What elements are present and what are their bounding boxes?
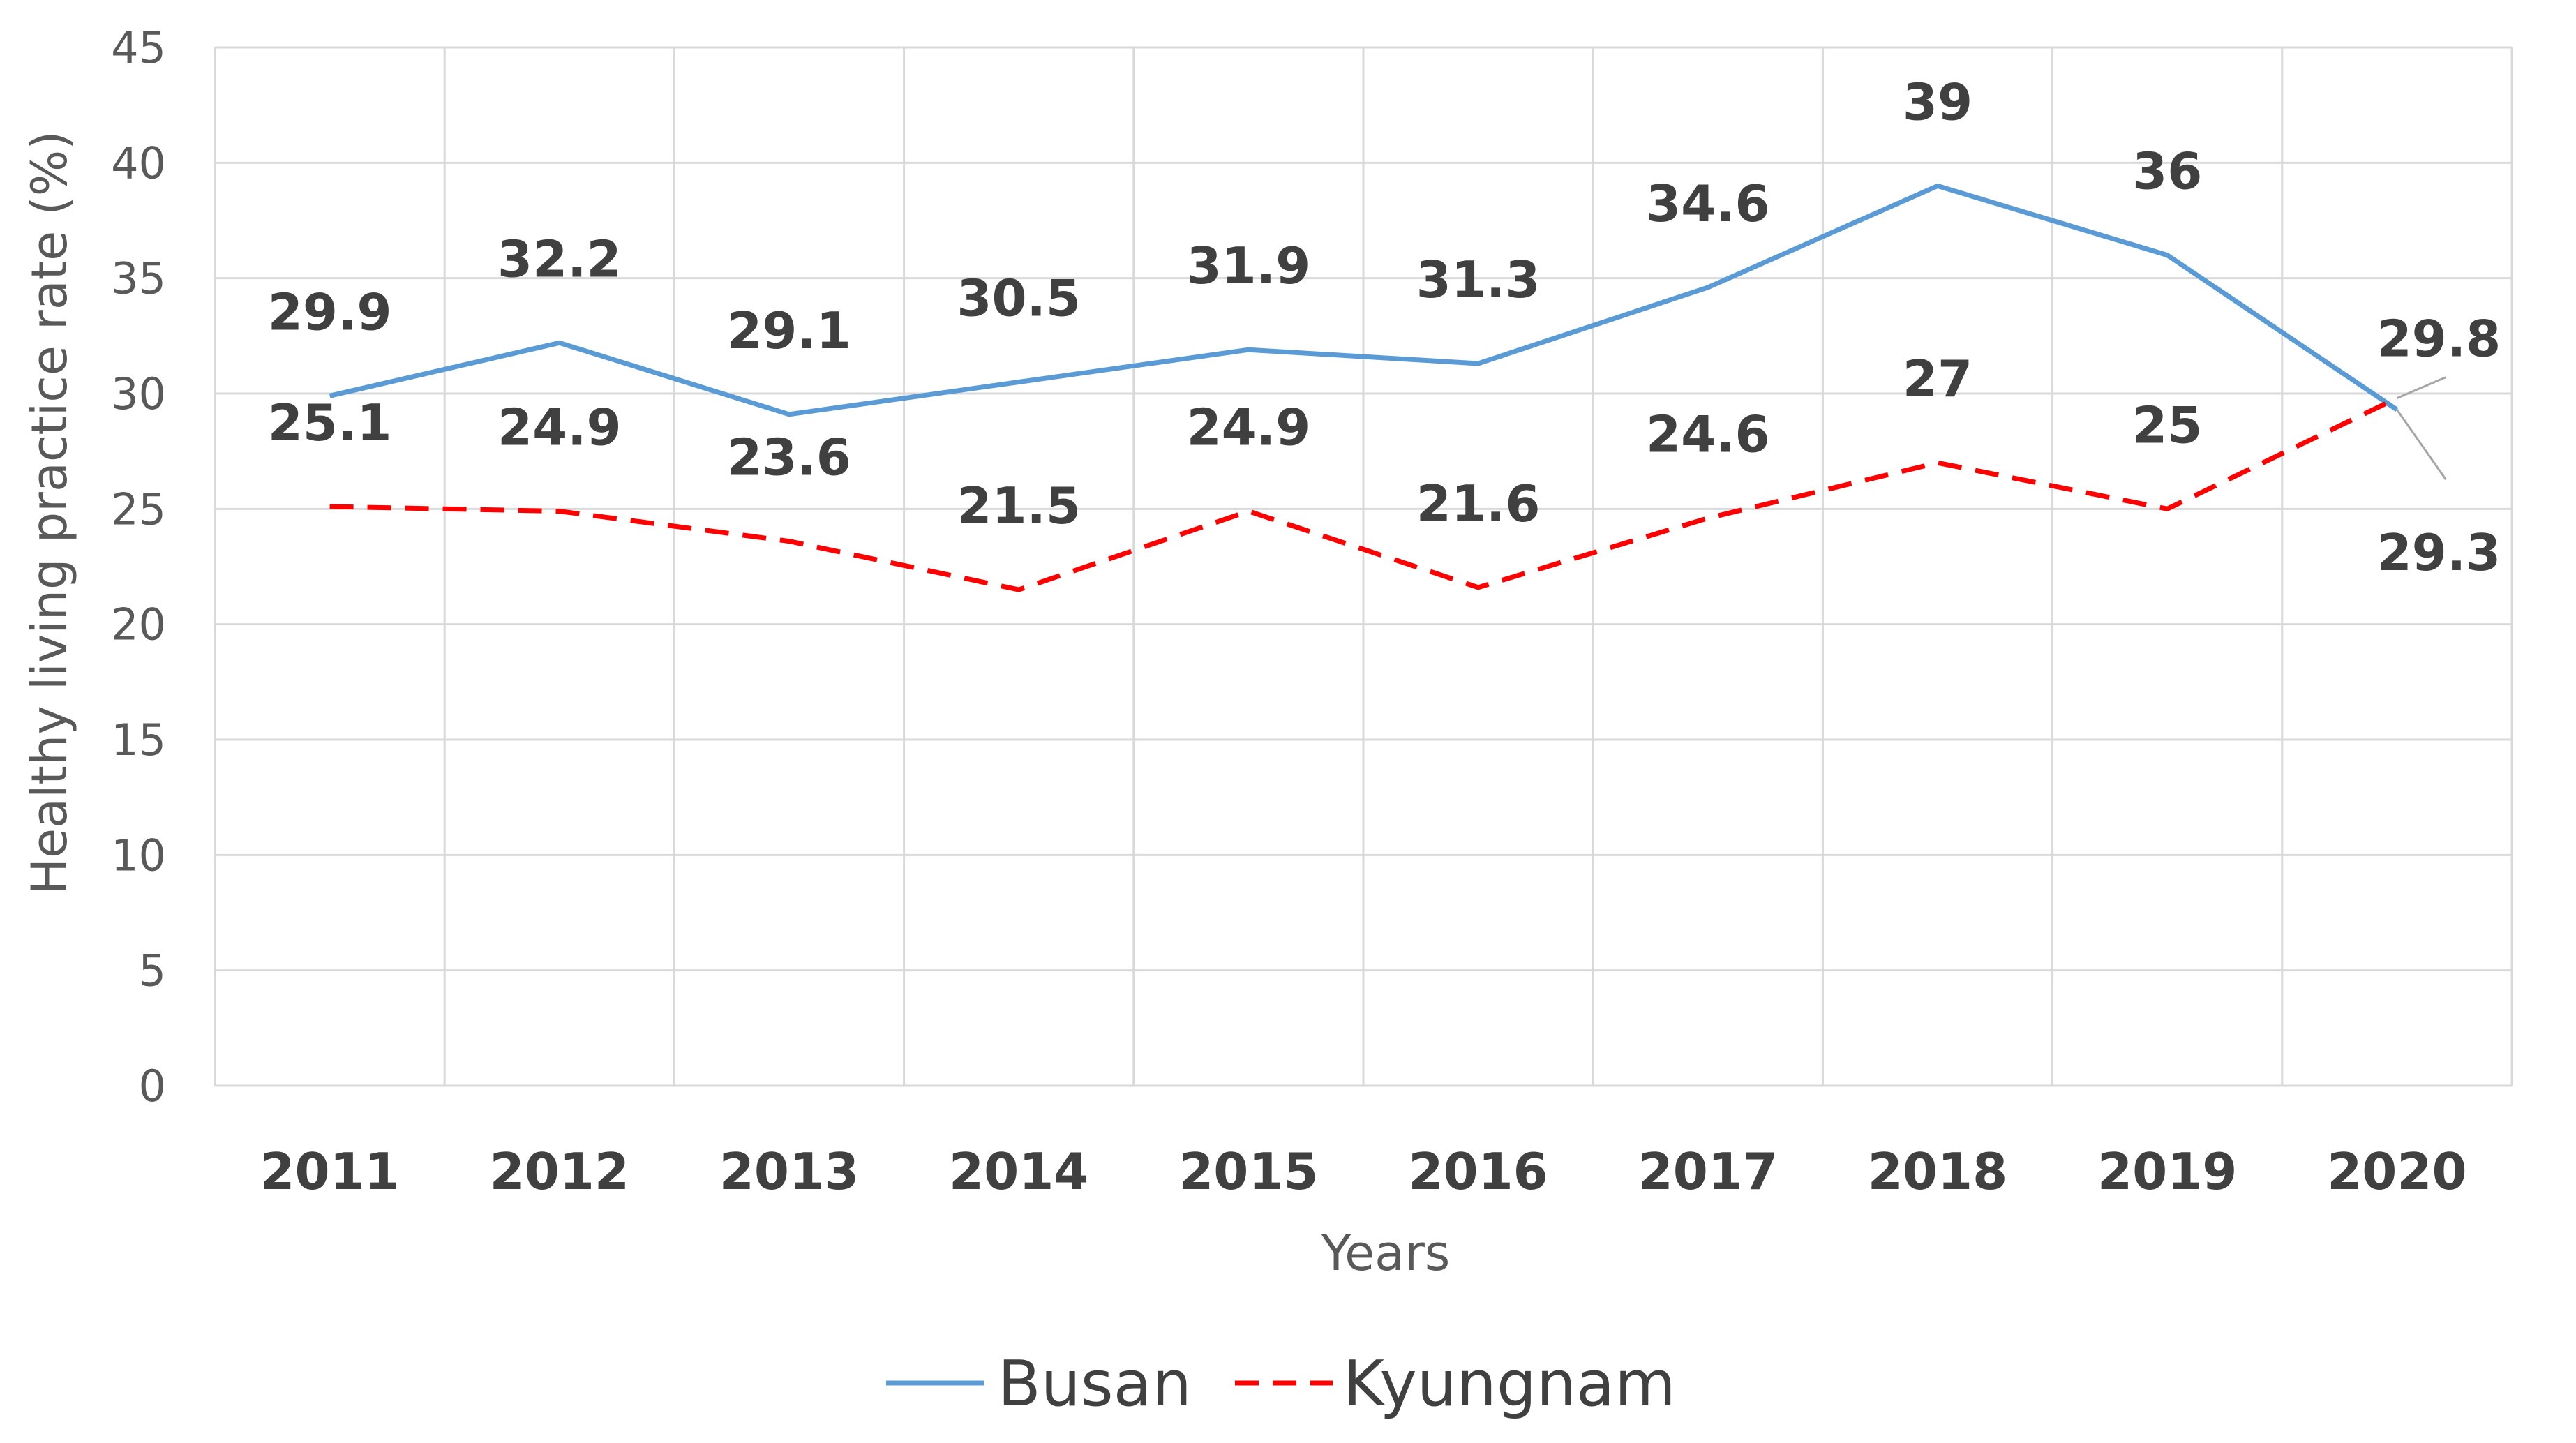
series-lines: [329, 183, 2399, 592]
y-tick-label-40: 40: [111, 137, 166, 188]
data-label-kyungnam-2016: 21.6: [1416, 474, 1541, 533]
x-tick-label-2019: 2019: [2097, 1142, 2237, 1201]
gridlines: [214, 46, 2513, 1087]
data-label-kyungnam-2011: 25.1: [268, 394, 392, 452]
x-tick-label-2018: 2018: [1868, 1142, 2007, 1201]
legend-label-kyungnam: Kyungnam: [1343, 1347, 1676, 1421]
data-label-busan-2020: 29.3: [2377, 523, 2501, 582]
y-axis-title: Healthy living practice rate (%): [21, 130, 78, 895]
x-axis-title: Years: [1321, 1225, 1451, 1282]
data-label-busan-2019: 36: [2132, 142, 2202, 201]
x-tick-label-2011: 2011: [260, 1142, 399, 1201]
x-tick-label-2012: 2012: [490, 1142, 629, 1201]
legend: Busan Kyungnam: [886, 1347, 1676, 1421]
y-tick-label-25: 25: [111, 484, 166, 534]
data-labels: 29.9 32.2 29.1 30.5 31.9 31.3 34.6 39 36 29.3 25.1…: [268, 73, 2501, 582]
data-label-kyungnam-2017: 24.6: [1646, 405, 1770, 464]
x-tick-label-2014: 2014: [949, 1142, 1088, 1201]
leader-lines: [2396, 376, 2447, 481]
y-tick-label-15: 15: [111, 715, 166, 765]
data-label-busan-2017: 34.6: [1646, 174, 1770, 233]
y-tick-label-5: 5: [139, 945, 166, 996]
x-tick-label-2020: 2020: [2327, 1142, 2466, 1201]
data-label-busan-2014: 30.5: [957, 269, 1081, 327]
legend-label-busan: Busan: [998, 1347, 1192, 1421]
y-tick-label-10: 10: [111, 830, 166, 881]
data-label-busan-2011: 29.9: [268, 283, 392, 341]
data-label-busan-2016: 31.3: [1416, 251, 1541, 309]
x-axis-ticks: 2011 2012 2013 2014 2015 2016 2017 2018 2019 2020: [260, 1142, 2466, 1201]
series-line-kyungnam: [329, 396, 2398, 592]
data-label-busan-2013: 29.1: [727, 301, 851, 360]
data-label-kyungnam-2018: 27: [1903, 350, 1972, 408]
x-tick-label-2017: 2017: [1638, 1142, 1778, 1201]
data-label-kyungnam-2014: 21.5: [957, 477, 1081, 535]
y-tick-label-20: 20: [111, 599, 166, 650]
y-axis-ticks: 0 5 10 15 20 25 30 35 40 45: [111, 22, 166, 1112]
x-tick-label-2013: 2013: [719, 1142, 859, 1201]
x-tick-label-2015: 2015: [1178, 1142, 1318, 1201]
data-label-kyungnam-2012: 24.9: [497, 398, 622, 457]
leader-line-kyungnam-2020: [2396, 376, 2446, 399]
y-tick-label-45: 45: [111, 22, 166, 73]
y-tick-label-35: 35: [111, 253, 166, 304]
leader-line-busan-2020: [2396, 409, 2447, 481]
y-tick-label-30: 30: [111, 368, 166, 419]
data-label-kyungnam-2015: 24.9: [1187, 398, 1311, 457]
data-label-kyungnam-2013: 23.6: [727, 428, 851, 487]
data-label-busan-2018: 39: [1903, 73, 1972, 131]
y-tick-label-0: 0: [139, 1061, 166, 1112]
x-tick-label-2016: 2016: [1408, 1142, 1548, 1201]
data-label-kyungnam-2019: 25: [2132, 396, 2202, 454]
data-label-kyungnam-2020: 29.8: [2377, 310, 2501, 368]
series-line-busan: [329, 183, 2399, 417]
data-label-busan-2015: 31.9: [1187, 237, 1311, 295]
data-label-busan-2012: 32.2: [497, 230, 622, 288]
